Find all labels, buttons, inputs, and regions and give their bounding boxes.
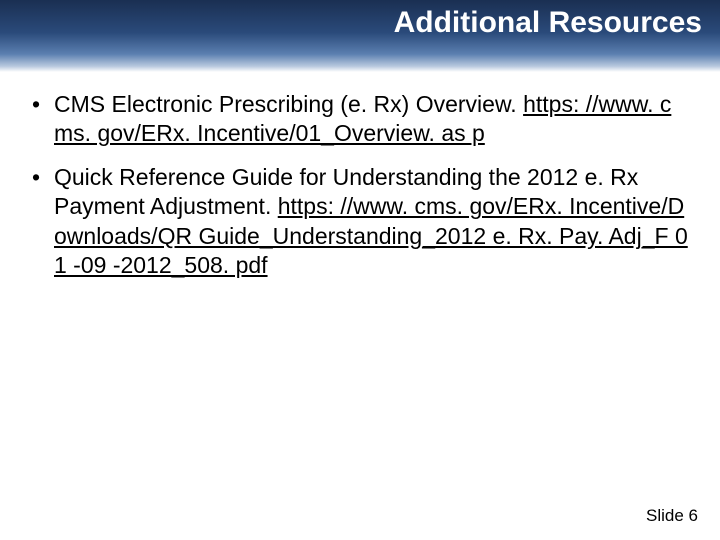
bullet-list: CMS Electronic Prescribing (e. Rx) Overv…	[30, 90, 690, 281]
bullet-item: Quick Reference Guide for Understanding …	[30, 163, 690, 281]
footer-number: 6	[689, 506, 698, 525]
slide: Additional Resources CMS Electronic Pres…	[0, 0, 720, 540]
footer-label: Slide	[646, 506, 684, 525]
content-area: CMS Electronic Prescribing (e. Rx) Overv…	[0, 72, 720, 281]
title-band: Additional Resources	[0, 0, 720, 72]
bullet-item: CMS Electronic Prescribing (e. Rx) Overv…	[30, 90, 690, 149]
slide-title: Additional Resources	[394, 6, 702, 40]
bullet-text: CMS Electronic Prescribing (e. Rx) Overv…	[54, 91, 523, 117]
slide-footer: Slide 6	[646, 506, 698, 526]
